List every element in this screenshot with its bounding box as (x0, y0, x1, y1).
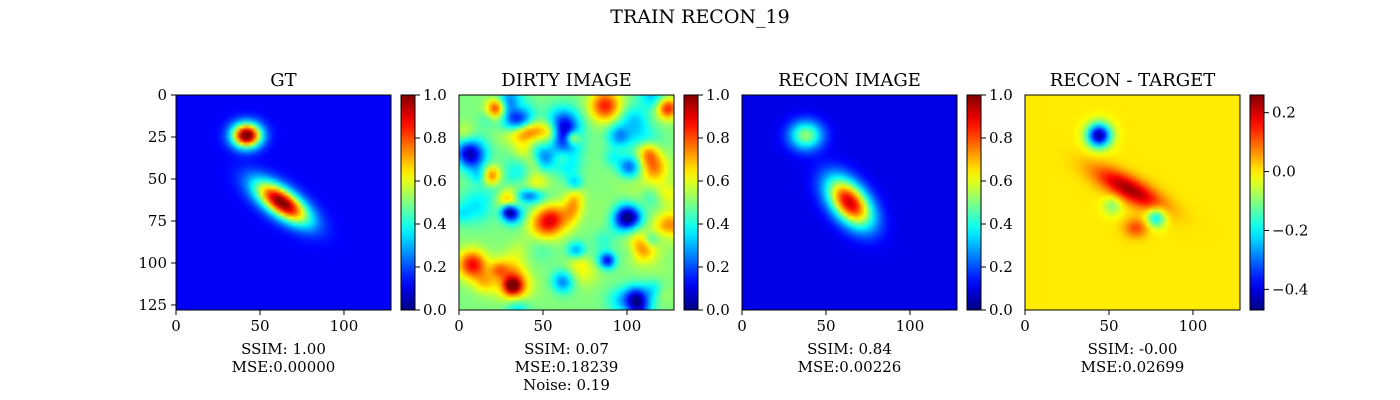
y-tick-label: 50 (148, 170, 167, 188)
colorbar-tick-label: 0.0 (706, 301, 730, 319)
axes-frame (1024, 94, 1241, 311)
x-tick-label: 0 (737, 317, 747, 335)
metric-line: Noise: 0.19 (523, 376, 610, 394)
heatmap-image (176, 95, 391, 310)
panel-3: RECON IMAGE 0 50 100 0.0 0.2 0.4 0.6 0.8 1.0 (737, 70, 1013, 335)
x-tick-label: 100 (896, 317, 925, 335)
colorbar-tick-label: 0.4 (989, 215, 1013, 233)
colorbar (683, 94, 699, 311)
panel-title: RECON IMAGE (778, 70, 921, 91)
metric-line: SSIM: 0.84 (807, 340, 892, 358)
metric-line: SSIM: 1.00 (241, 340, 326, 358)
y-tick-label: 25 (148, 128, 167, 146)
colorbar-tick-label: −0.2 (1272, 221, 1308, 239)
colorbar-tick-label: 0.8 (423, 129, 447, 147)
y-tick-label: 100 (138, 254, 167, 272)
metric-line: MSE:0.02699 (1080, 358, 1185, 376)
heatmap-image (742, 95, 957, 310)
colorbar-tick-label: 1.0 (989, 86, 1013, 104)
colorbar-tick-label: 0.4 (706, 215, 730, 233)
x-tick-label: 100 (613, 317, 642, 335)
panel-title: DIRTY IMAGE (501, 70, 631, 91)
x-tick-label: 50 (250, 317, 269, 335)
metric-line: MSE:0.00000 (231, 358, 336, 376)
x-tick-label: 100 (330, 317, 359, 335)
panel-title: RECON - TARGET (1050, 70, 1216, 91)
heatmap-image (1025, 95, 1240, 310)
axes-frame (175, 94, 392, 311)
y-tick-label: 0 (157, 86, 167, 104)
colorbar-tick-label: 0.6 (989, 172, 1013, 190)
metric-line: MSE:0.18239 (514, 358, 619, 376)
colorbar-tick-label: 1.0 (706, 86, 730, 104)
x-tick-label: 0 (171, 317, 181, 335)
metric-line: SSIM: -0.00 (1087, 340, 1178, 358)
colorbar-tick-label: 0.0 (423, 301, 447, 319)
colorbar-tick-label: 0.2 (989, 258, 1013, 276)
colorbar-tick-label: 0.8 (706, 129, 730, 147)
axes-frame (458, 94, 675, 311)
axes-frame (741, 94, 958, 311)
colorbar-tick-label: 0.2 (706, 258, 730, 276)
x-tick-label: 50 (816, 317, 835, 335)
metric-line: MSE:0.00226 (797, 358, 902, 376)
x-tick-label: 50 (1099, 317, 1118, 335)
panel-4: RECON - TARGET 0 50 100 0.2 0.0 −0.2 −0.4 (1020, 70, 1308, 335)
colorbar-tick-label: 0.0 (989, 301, 1013, 319)
colorbar-tick-label: 0.2 (423, 258, 447, 276)
x-tick-label: 0 (1020, 317, 1030, 335)
x-tick-label: 0 (454, 317, 464, 335)
y-tick-label: 75 (148, 212, 167, 230)
colorbar (966, 94, 982, 311)
panel-2: DIRTY IMAGE 0 50 100 0.0 0.2 0.4 0.6 0.8 1.0 (454, 70, 730, 335)
colorbar (1249, 94, 1265, 311)
panel-1: GT 0 50 100 0 25 50 75 100 125 0.0 0.2 0.4 0.6 0.8 1.0 (138, 70, 447, 335)
colorbar-tick-label: 0.6 (706, 172, 730, 190)
metric-line: SSIM: 0.07 (524, 340, 609, 358)
colorbar-tick-label: −0.4 (1272, 280, 1308, 298)
y-tick-label: 125 (138, 296, 167, 314)
figure-suptitle: TRAIN RECON_19 (610, 6, 790, 28)
x-tick-label: 50 (533, 317, 552, 335)
panel-metrics: SSIM: -0.00 MSE:0.02699 (985, 340, 1280, 376)
colorbar-tick-label: 0.6 (423, 172, 447, 190)
panel-metrics: SSIM: 0.07 MSE:0.18239 Noise: 0.19 (419, 340, 714, 394)
colorbar (400, 94, 416, 311)
colorbar-tick-label: 0.0 (1272, 163, 1296, 181)
panel-title: GT (270, 70, 296, 91)
heatmap-image (459, 95, 674, 310)
colorbar-tick-label: 0.8 (989, 129, 1013, 147)
colorbar-tick-label: 0.4 (423, 215, 447, 233)
colorbar-tick-label: 1.0 (423, 86, 447, 104)
x-tick-label: 100 (1179, 317, 1208, 335)
panel-metrics: SSIM: 0.84 MSE:0.00226 (702, 340, 997, 376)
panel-metrics: SSIM: 1.00 MSE:0.00000 (136, 340, 431, 376)
colorbar-tick-label: 0.2 (1272, 104, 1296, 122)
